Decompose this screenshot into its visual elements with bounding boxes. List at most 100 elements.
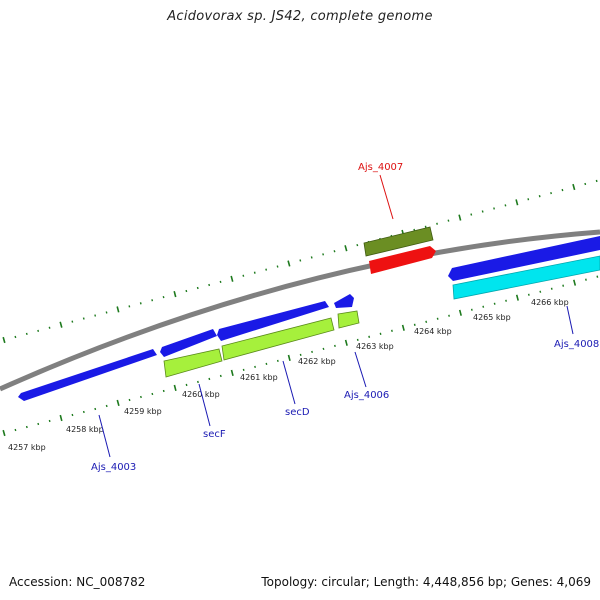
gene-ajs-4008-blue[interactable] xyxy=(448,236,600,281)
minor-tick xyxy=(424,225,427,228)
gene-secd-green[interactable] xyxy=(221,317,335,361)
minor-tick xyxy=(162,296,165,299)
gene-secf-blue[interactable] xyxy=(160,329,217,357)
minor-tick xyxy=(356,243,359,247)
minor-tick xyxy=(151,392,154,396)
minor-tick xyxy=(504,204,507,207)
minor-tick xyxy=(481,210,484,213)
gene-labels: Ajs_4007 Ajs_4008 Ajs_4006 secD secF Ajs… xyxy=(91,162,599,473)
gene-label-ajs-4003[interactable]: Ajs_4003 xyxy=(91,462,136,473)
minor-tick xyxy=(436,222,438,225)
minor-tick xyxy=(276,265,279,268)
major-tick xyxy=(230,369,234,377)
minor-tick xyxy=(82,410,85,414)
major-tick xyxy=(287,260,291,267)
minor-tick xyxy=(368,335,371,338)
major-tick xyxy=(458,309,462,316)
major-tick xyxy=(344,245,348,252)
minor-tick xyxy=(596,275,599,278)
minor-tick xyxy=(254,365,256,368)
minor-tick xyxy=(94,314,97,317)
tick-label: 4261 kbp xyxy=(240,373,278,382)
minor-tick xyxy=(311,350,313,353)
minor-tick xyxy=(425,320,428,324)
major-tick xyxy=(2,336,6,344)
minor-tick xyxy=(25,425,28,429)
minor-tick xyxy=(71,320,74,323)
tick-label: 4259 kbp xyxy=(124,407,162,416)
minor-tick xyxy=(562,284,565,287)
leader-secd xyxy=(282,360,296,405)
minor-tick xyxy=(470,213,473,216)
gene-label-secf[interactable]: secF xyxy=(203,429,226,440)
gene-label-secd[interactable]: secD xyxy=(285,407,310,418)
minor-tick xyxy=(493,302,496,305)
tick-label: 4258 kbp xyxy=(66,425,104,434)
gene-ajs-4006-blue[interactable] xyxy=(334,294,354,308)
accession-text: Accession: NC_008782 xyxy=(9,575,146,589)
gene-label-ajs-4007[interactable]: Ajs_4007 xyxy=(358,162,403,173)
minor-tick xyxy=(140,395,142,399)
major-tick xyxy=(287,354,291,362)
gene-ajs-4007-olive[interactable] xyxy=(363,226,434,257)
lower-tick-row xyxy=(2,275,599,437)
minor-tick xyxy=(253,271,256,274)
minor-tick xyxy=(37,422,40,426)
minor-tick xyxy=(595,179,598,183)
minor-tick xyxy=(527,198,530,201)
minor-tick xyxy=(71,413,74,417)
feature-track xyxy=(18,226,600,401)
gene-secf-green[interactable] xyxy=(163,348,223,378)
leader-ajs-4006 xyxy=(354,351,367,388)
minor-tick xyxy=(550,287,553,290)
minor-tick xyxy=(197,380,199,384)
tick-label: 4263 kbp xyxy=(356,342,394,351)
leader-ajs-4003 xyxy=(98,414,111,458)
gene-secd-blue[interactable] xyxy=(217,301,329,341)
gene-ajs-4007-red[interactable] xyxy=(369,246,436,274)
minor-tick xyxy=(242,368,245,371)
gene-label-ajs-4008[interactable]: Ajs_4008 xyxy=(554,339,599,350)
major-tick xyxy=(401,324,405,331)
minor-tick xyxy=(139,302,142,305)
minor-tick xyxy=(448,314,450,317)
minor-tick xyxy=(265,362,268,365)
minor-tick xyxy=(538,195,541,198)
minor-tick xyxy=(94,407,97,411)
minor-tick xyxy=(151,299,154,302)
tick-label: 4257 kbp xyxy=(8,443,46,452)
minor-tick xyxy=(219,280,222,283)
minor-tick xyxy=(322,253,325,256)
major-tick xyxy=(59,321,63,328)
minor-tick xyxy=(505,299,507,302)
minor-tick xyxy=(482,305,485,308)
scale-labels: 4257 kbp 4258 kbp 4259 kbp 4260 kbp 4261… xyxy=(8,298,569,452)
major-tick xyxy=(116,306,120,313)
gene-ajs-4006-green[interactable] xyxy=(337,310,360,329)
tick-label: 4265 kbp xyxy=(473,313,511,322)
gene-ajs-4003[interactable] xyxy=(18,349,157,401)
major-tick xyxy=(515,199,519,206)
major-tick xyxy=(2,429,6,437)
minor-tick xyxy=(219,374,222,378)
upper-tick-row xyxy=(2,179,598,344)
major-tick xyxy=(344,339,348,346)
major-tick xyxy=(572,183,576,191)
minor-tick xyxy=(561,188,564,192)
major-tick xyxy=(173,384,177,392)
minor-tick xyxy=(436,317,439,320)
major-tick xyxy=(573,279,577,286)
gene-label-ajs-4006[interactable]: Ajs_4006 xyxy=(344,390,389,401)
minor-tick xyxy=(379,332,382,335)
gene-ajs-4008-cyan[interactable] xyxy=(452,255,600,300)
minor-tick xyxy=(208,283,211,287)
minor-tick xyxy=(48,419,51,423)
genome-summary-text: Topology: circular; Length: 4,448,856 bp… xyxy=(261,575,591,589)
minor-tick xyxy=(585,278,587,281)
tick-label: 4260 kbp xyxy=(182,390,220,399)
major-tick xyxy=(59,414,63,422)
minor-tick xyxy=(48,326,51,329)
minor-tick xyxy=(391,329,393,332)
genome-backbone xyxy=(0,229,600,392)
label-leaders xyxy=(98,174,574,458)
